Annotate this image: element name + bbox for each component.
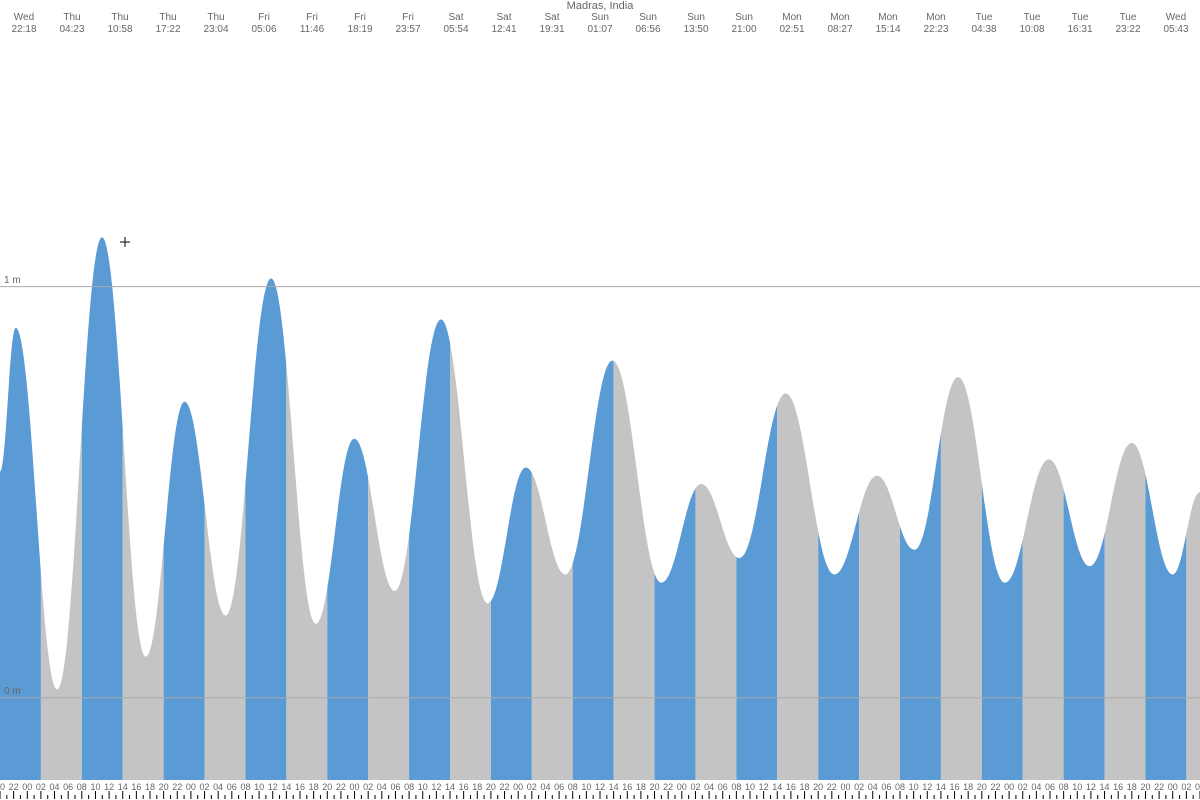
- svg-text:04: 04: [213, 782, 223, 792]
- svg-text:00: 00: [350, 782, 360, 792]
- svg-text:00: 00: [677, 782, 687, 792]
- svg-text:00: 00: [840, 782, 850, 792]
- svg-text:22: 22: [500, 782, 510, 792]
- svg-text:16: 16: [459, 782, 469, 792]
- svg-text:20: 20: [977, 782, 987, 792]
- svg-text:06: 06: [718, 782, 728, 792]
- svg-text:02: 02: [690, 782, 700, 792]
- svg-text:22: 22: [336, 782, 346, 792]
- svg-text:12: 12: [759, 782, 769, 792]
- svg-text:22: 22: [663, 782, 673, 792]
- svg-text:04: 04: [868, 782, 878, 792]
- svg-text:14: 14: [1100, 782, 1110, 792]
- svg-text:10: 10: [581, 782, 591, 792]
- svg-text:22: 22: [1154, 782, 1164, 792]
- svg-text:02: 02: [200, 782, 210, 792]
- svg-text:04: 04: [1031, 782, 1041, 792]
- chart-svg: 2022000204060810121416182022000204060810…: [0, 0, 1200, 800]
- svg-text:14: 14: [281, 782, 291, 792]
- svg-text:20: 20: [650, 782, 660, 792]
- svg-text:22: 22: [827, 782, 837, 792]
- svg-text:12: 12: [1086, 782, 1096, 792]
- chart-title: Madras, India: [567, 0, 634, 12]
- svg-text:10: 10: [909, 782, 919, 792]
- svg-text:02: 02: [527, 782, 537, 792]
- svg-text:18: 18: [1127, 782, 1137, 792]
- svg-text:00: 00: [22, 782, 32, 792]
- svg-text:16: 16: [950, 782, 960, 792]
- svg-text:18: 18: [800, 782, 810, 792]
- svg-text:14: 14: [118, 782, 128, 792]
- svg-text:14: 14: [772, 782, 782, 792]
- svg-text:04: 04: [1195, 782, 1200, 792]
- svg-text:08: 08: [1059, 782, 1069, 792]
- svg-text:08: 08: [240, 782, 250, 792]
- svg-text:20: 20: [322, 782, 332, 792]
- svg-text:22: 22: [990, 782, 1000, 792]
- svg-text:10: 10: [418, 782, 428, 792]
- svg-text:20: 20: [813, 782, 823, 792]
- svg-text:02: 02: [854, 782, 864, 792]
- svg-text:12: 12: [268, 782, 278, 792]
- svg-text:06: 06: [390, 782, 400, 792]
- svg-text:18: 18: [145, 782, 155, 792]
- svg-text:10: 10: [90, 782, 100, 792]
- svg-text:06: 06: [881, 782, 891, 792]
- svg-text:02: 02: [363, 782, 373, 792]
- svg-text:00: 00: [1168, 782, 1178, 792]
- svg-text:18: 18: [636, 782, 646, 792]
- svg-text:12: 12: [595, 782, 605, 792]
- svg-text:06: 06: [227, 782, 237, 792]
- svg-text:12: 12: [104, 782, 114, 792]
- svg-text:14: 14: [445, 782, 455, 792]
- svg-text:20: 20: [486, 782, 496, 792]
- svg-text:16: 16: [131, 782, 141, 792]
- svg-text:08: 08: [731, 782, 741, 792]
- svg-text:10: 10: [1072, 782, 1082, 792]
- svg-text:04: 04: [377, 782, 387, 792]
- svg-text:06: 06: [1045, 782, 1055, 792]
- svg-text:00: 00: [186, 782, 196, 792]
- svg-text:18: 18: [309, 782, 319, 792]
- svg-text:20: 20: [1140, 782, 1150, 792]
- svg-text:00: 00: [1004, 782, 1014, 792]
- svg-text:20: 20: [0, 782, 5, 792]
- svg-text:16: 16: [786, 782, 796, 792]
- svg-text:10: 10: [254, 782, 264, 792]
- svg-text:12: 12: [922, 782, 932, 792]
- svg-text:14: 14: [936, 782, 946, 792]
- svg-text:22: 22: [9, 782, 19, 792]
- svg-text:08: 08: [404, 782, 414, 792]
- svg-text:10: 10: [745, 782, 755, 792]
- svg-text:16: 16: [622, 782, 632, 792]
- svg-text:16: 16: [295, 782, 305, 792]
- svg-text:08: 08: [77, 782, 87, 792]
- svg-text:02: 02: [1018, 782, 1028, 792]
- svg-text:20: 20: [159, 782, 169, 792]
- svg-text:18: 18: [963, 782, 973, 792]
- svg-text:14: 14: [609, 782, 619, 792]
- tide-chart: Madras, India Wed22:18Thu04:23Thu10:58Th…: [0, 0, 1200, 800]
- svg-text:18: 18: [472, 782, 482, 792]
- svg-text:02: 02: [1181, 782, 1191, 792]
- svg-text:04: 04: [50, 782, 60, 792]
- svg-text:02: 02: [36, 782, 46, 792]
- svg-text:06: 06: [554, 782, 564, 792]
- svg-text:12: 12: [431, 782, 441, 792]
- svg-text:00: 00: [513, 782, 523, 792]
- svg-text:16: 16: [1113, 782, 1123, 792]
- svg-text:08: 08: [568, 782, 578, 792]
- svg-text:08: 08: [895, 782, 905, 792]
- svg-text:22: 22: [172, 782, 182, 792]
- svg-text:04: 04: [704, 782, 714, 792]
- svg-text:06: 06: [63, 782, 73, 792]
- svg-text:04: 04: [540, 782, 550, 792]
